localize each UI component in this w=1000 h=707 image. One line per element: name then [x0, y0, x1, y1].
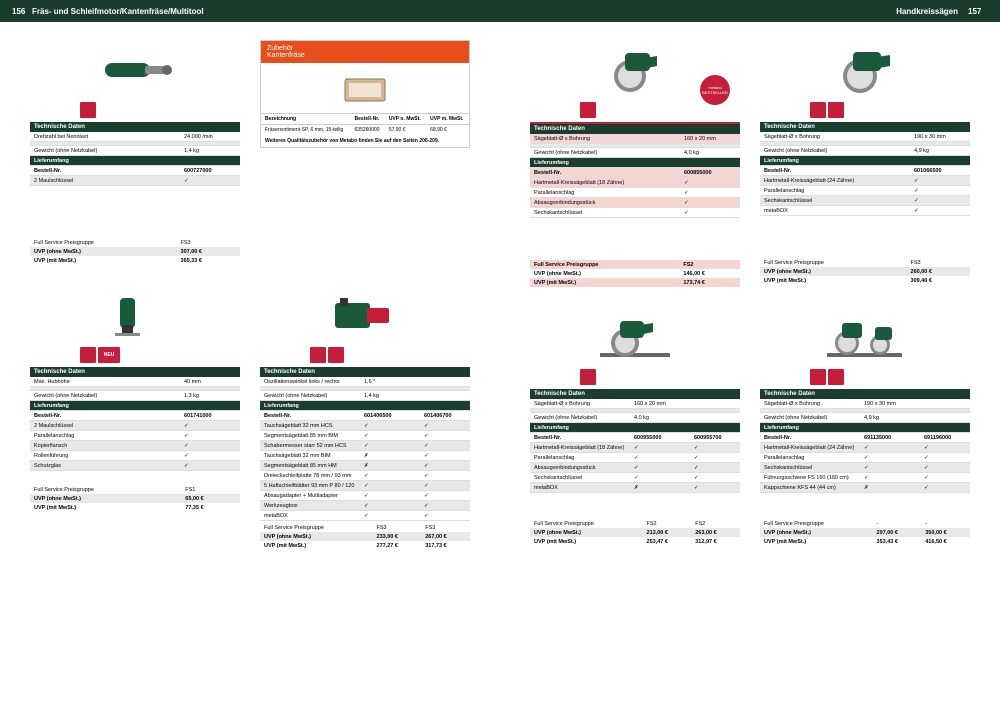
- page-number: 156: [12, 7, 32, 16]
- spec-table: Drehzahl bei Nennlast24.000 /min Gewicht…: [30, 132, 240, 186]
- page-title: Fräs- und Schleifmotor/Kantenfräse/Multi…: [32, 7, 488, 16]
- neu-badge: NEU: [98, 347, 120, 363]
- product-7: Technische Daten Sägeblatt-Ø x Bohrung19…: [760, 307, 970, 546]
- product-4: metabo BESTSELLER Technische Daten Sägeb…: [530, 40, 740, 287]
- product-6: Technische Daten Sägeblatt-Ø x Bohrung16…: [530, 307, 740, 546]
- bestseller-badge: metabo BESTSELLER: [700, 75, 730, 105]
- page-title: Handkreissägen: [512, 7, 958, 16]
- product-3: Technische Daten Oszillationswinkel link…: [260, 285, 470, 550]
- right-header: Handkreissägen 157: [500, 0, 1000, 22]
- accessory-box: ZubehörKantenfräse BezeichnungBestell-Nr…: [260, 40, 470, 265]
- product-1: Technische Daten Drehzahl bei Nennlast24…: [30, 40, 240, 265]
- product-2: NEU Technische Daten Max. Hubhöhe40 mm G…: [30, 285, 240, 550]
- badge-icon: [80, 102, 96, 118]
- left-header: 156 Fräs- und Schleifmotor/Kantenfräse/M…: [0, 0, 500, 22]
- tech-header: Technische Daten: [30, 122, 240, 132]
- product-5: Technische Daten Sägeblatt-Ø x Bohrung19…: [760, 40, 970, 287]
- page-number: 157: [968, 7, 988, 16]
